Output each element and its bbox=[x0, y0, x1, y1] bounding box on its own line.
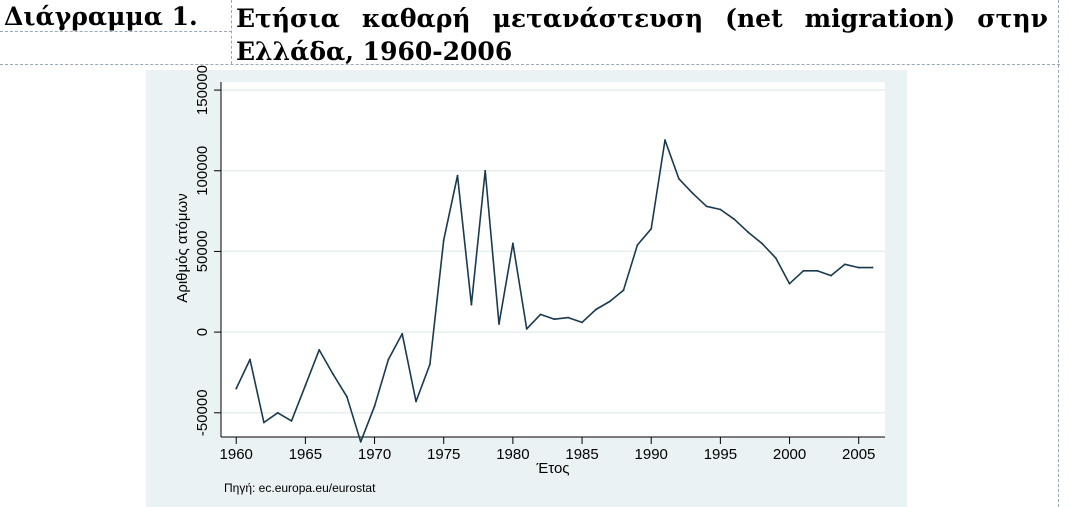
data-point bbox=[290, 419, 293, 422]
y-tick-label: 0 bbox=[194, 328, 211, 336]
figure-title: Ετήσια καθαρή μετανάστευση (net migratio… bbox=[236, 2, 1048, 68]
x-tick-label: 1995 bbox=[704, 446, 737, 463]
y-axis-ticks: -50000 0 50000 100000 150000 bbox=[194, 65, 221, 436]
data-point bbox=[498, 323, 500, 325]
gridlines bbox=[221, 89, 885, 414]
data-point bbox=[442, 239, 445, 242]
data-point bbox=[332, 373, 334, 375]
data-point bbox=[816, 269, 819, 272]
y-tick-label: 100000 bbox=[194, 146, 211, 196]
caption-divider bbox=[0, 31, 232, 32]
y-tick-label: -50000 bbox=[194, 389, 211, 436]
data-point bbox=[359, 440, 362, 443]
x-tick-label: 1985 bbox=[565, 446, 598, 463]
data-point bbox=[788, 282, 791, 285]
source-note: Πηγή: ec.europa.eu/eurostat bbox=[224, 481, 376, 495]
data-point bbox=[733, 218, 736, 221]
data-point bbox=[525, 327, 528, 330]
data-point bbox=[691, 192, 694, 195]
caption-bottom-divider bbox=[0, 64, 1060, 65]
x-tick-label: 2005 bbox=[842, 446, 875, 463]
x-axis-label: Έτος bbox=[535, 460, 569, 477]
x-axis-ticks: 1960 1965 1970 1975 1980 1985 1990 1995 2000 2005 bbox=[220, 437, 875, 463]
y-tick-label: 50000 bbox=[194, 231, 211, 273]
data-points bbox=[235, 139, 874, 443]
data-point bbox=[401, 332, 404, 335]
x-tick-label: 1975 bbox=[427, 446, 460, 463]
data-point bbox=[581, 321, 583, 324]
data-point bbox=[636, 244, 639, 246]
data-point bbox=[539, 313, 542, 316]
x-tick-label: 1980 bbox=[496, 446, 529, 463]
data-point bbox=[415, 400, 417, 403]
y-tick-label: 150000 bbox=[194, 65, 211, 115]
data-point bbox=[276, 411, 279, 414]
data-point bbox=[249, 358, 251, 361]
data-point bbox=[345, 395, 348, 398]
data-point bbox=[470, 303, 473, 306]
data-point bbox=[830, 274, 832, 277]
data-point bbox=[594, 308, 597, 311]
data-point bbox=[622, 289, 625, 292]
data-point bbox=[774, 256, 777, 259]
y-axis-label: Αριθμός ατόμων bbox=[174, 193, 191, 302]
data-point bbox=[747, 231, 749, 233]
data-point bbox=[511, 242, 514, 245]
data-point bbox=[705, 205, 708, 208]
x-tick-label: 1960 bbox=[220, 446, 253, 463]
data-point bbox=[719, 208, 722, 211]
data-point bbox=[428, 363, 431, 366]
data-point bbox=[235, 387, 238, 390]
data-point bbox=[802, 269, 805, 272]
caption-column-divider bbox=[231, 0, 232, 64]
data-point bbox=[677, 177, 680, 180]
figure-title-line-2: Ελλάδα, 1960-2006 bbox=[236, 37, 513, 66]
data-point bbox=[318, 348, 321, 351]
data-point bbox=[871, 266, 874, 269]
x-tick-label: 1965 bbox=[289, 446, 322, 463]
plot-area bbox=[221, 82, 885, 437]
data-point bbox=[760, 242, 763, 245]
data-point bbox=[262, 421, 265, 424]
data-point bbox=[664, 139, 666, 141]
data-point bbox=[456, 174, 459, 177]
data-point bbox=[857, 266, 860, 269]
data-point bbox=[304, 384, 307, 387]
data-point bbox=[843, 263, 846, 266]
x-tick-label: 1970 bbox=[358, 446, 391, 463]
axes bbox=[220, 82, 885, 438]
figure-label: Διάγραμμα 1. bbox=[4, 2, 198, 31]
figure-title-line-1: Ετήσια καθαρή μετανάστευση (net migratio… bbox=[236, 4, 1048, 33]
data-point bbox=[650, 227, 653, 230]
data-point bbox=[567, 316, 570, 319]
data-point bbox=[608, 300, 611, 303]
data-point bbox=[553, 318, 556, 321]
x-tick-label: 2000 bbox=[773, 446, 806, 463]
data-point bbox=[387, 358, 390, 361]
data-point bbox=[373, 405, 376, 408]
x-tick-label: 1990 bbox=[635, 446, 668, 463]
data-point bbox=[484, 169, 487, 172]
page-right-border bbox=[1058, 0, 1059, 507]
